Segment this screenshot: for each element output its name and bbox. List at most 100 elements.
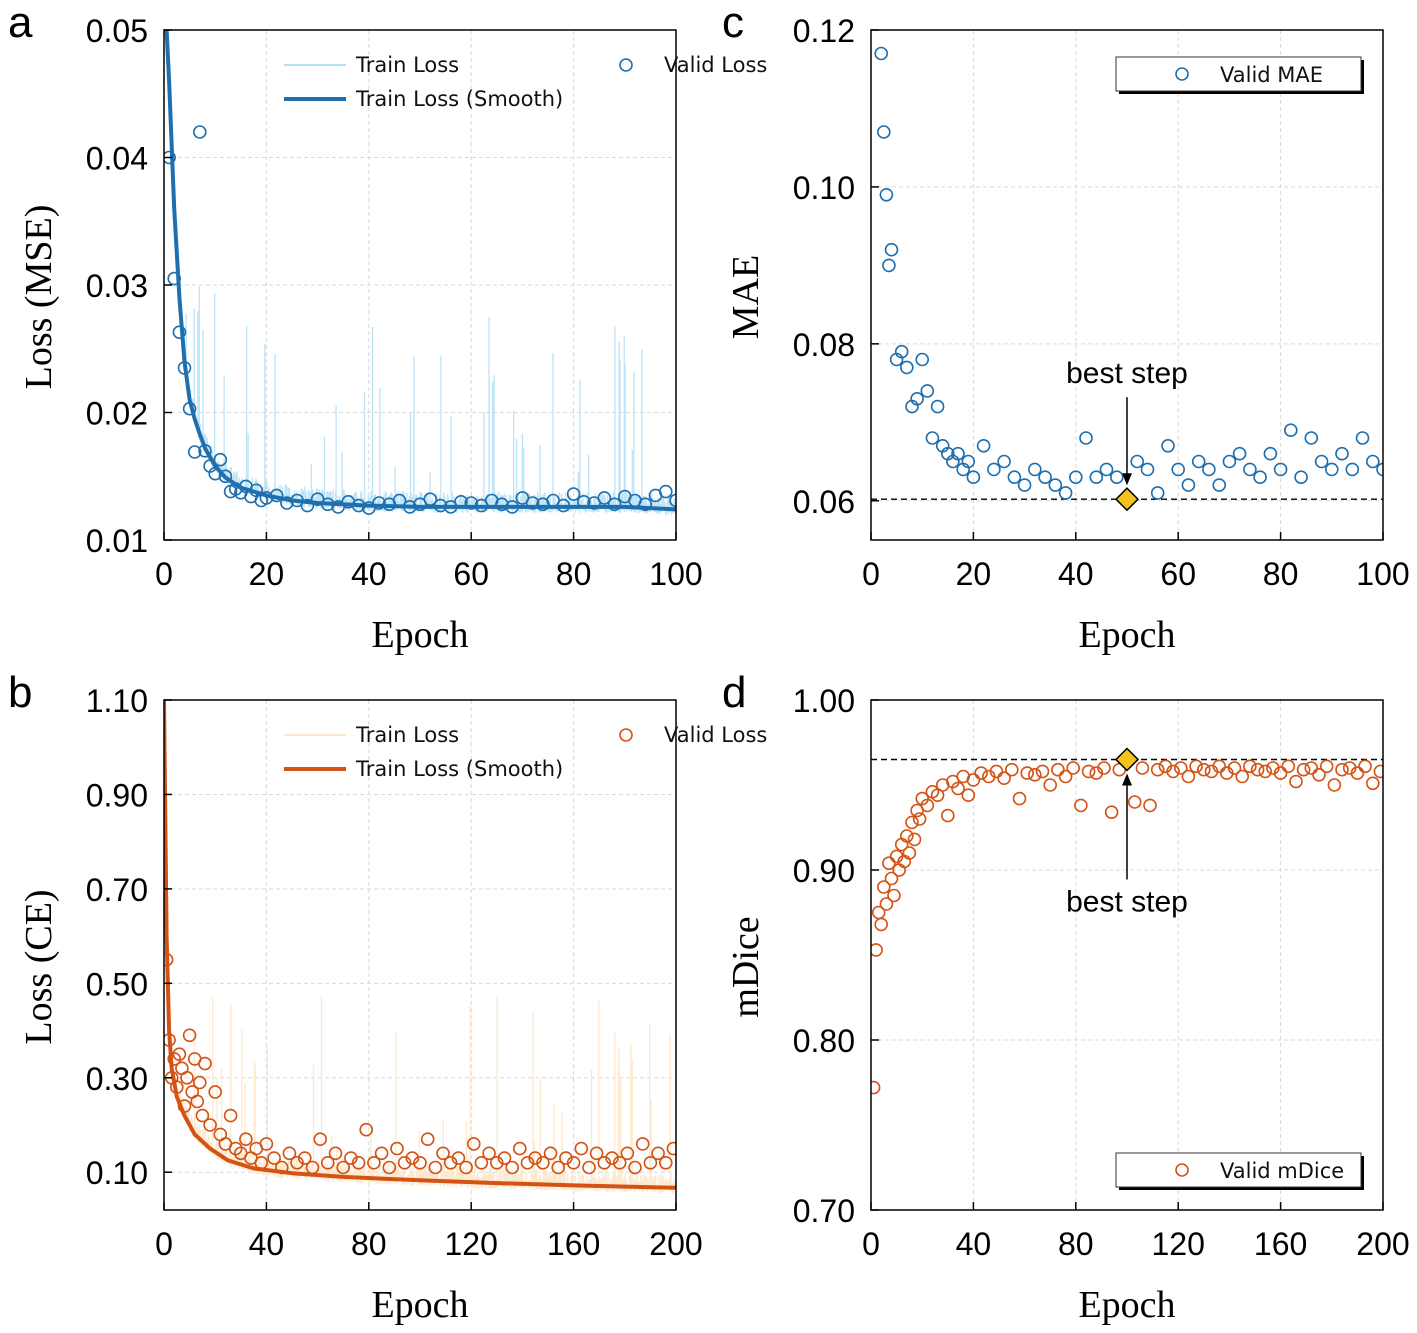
- data-point: [320, 1156, 335, 1170]
- data-point: [1212, 478, 1226, 492]
- data-point: [882, 856, 896, 871]
- x-tick-label: 0: [155, 1226, 173, 1262]
- data-point: [920, 798, 935, 813]
- legend-label-valid-loss: Valid Loss: [664, 53, 767, 77]
- data-point: [658, 1156, 673, 1170]
- data-point: [974, 766, 988, 780]
- data-point: [879, 897, 894, 911]
- data-point: [628, 1160, 642, 1175]
- data-point: [582, 1160, 596, 1175]
- series-valid-loss: [164, 125, 676, 515]
- plot-area: [871, 752, 1383, 1095]
- data-point: [1296, 762, 1311, 777]
- x-tick-label: 100: [649, 556, 702, 592]
- data-point: [915, 791, 930, 806]
- legend: Train Loss Valid Loss Train Loss (Smooth): [284, 53, 767, 111]
- data-point: [1258, 764, 1272, 779]
- data-point: [597, 1156, 612, 1170]
- plot-area: [164, 30, 676, 515]
- data-point: [651, 1146, 665, 1161]
- y-tick-label: 0.02: [86, 396, 148, 432]
- data-point: [879, 188, 894, 202]
- y-tick-label: 0.50: [86, 966, 148, 1002]
- data-point: [344, 1151, 358, 1165]
- data-point: [1197, 762, 1211, 777]
- x-tick-label: 40: [351, 556, 387, 592]
- data-point: [466, 1137, 481, 1151]
- data-point: [597, 491, 612, 505]
- data-point: [1243, 759, 1257, 774]
- y-tick-label: 0.70: [86, 872, 148, 908]
- data-point: [313, 1132, 328, 1146]
- data-point: [536, 1156, 550, 1170]
- data-point: [436, 1146, 450, 1161]
- data-point: [1304, 431, 1319, 445]
- data-point: [884, 242, 899, 257]
- data-point: [489, 1156, 504, 1170]
- data-point: [566, 1156, 581, 1170]
- x-tick-label: 200: [649, 1226, 702, 1262]
- data-point: [966, 773, 981, 787]
- best-step-arrowhead: [1122, 473, 1132, 486]
- legend-swatch: [1175, 1163, 1189, 1177]
- data-point: [1140, 462, 1155, 477]
- y-tick-label: 0.08: [793, 327, 855, 363]
- data-point: [1335, 446, 1349, 461]
- data-point: [297, 1151, 312, 1165]
- data-point: [1345, 462, 1360, 477]
- axis-ticks: 0 40 80 120 160 200 0.70 0.80 0.90 1.00: [793, 683, 1410, 1262]
- x-tick-label: 40: [249, 1226, 285, 1262]
- data-point: [1079, 431, 1093, 445]
- data-point: [1143, 798, 1157, 813]
- data-point: [997, 771, 1011, 786]
- data-point: [1235, 769, 1249, 784]
- data-point: [882, 258, 896, 273]
- data-point: [482, 1146, 496, 1161]
- data-point: [874, 917, 889, 932]
- data-point: [635, 1137, 650, 1151]
- data-point: [658, 484, 673, 499]
- data-point: [543, 1146, 558, 1161]
- data-point: [961, 454, 976, 469]
- data-point: [1048, 478, 1063, 492]
- series-valid-mae: [874, 46, 1383, 507]
- data-point: [193, 125, 207, 139]
- data-point: [1355, 431, 1370, 445]
- y-tick-label: 0.10: [793, 170, 855, 206]
- data-point: [495, 497, 509, 512]
- data-point: [1191, 454, 1206, 469]
- data-point: [874, 46, 889, 61]
- data-point: [940, 808, 955, 823]
- data-point: [559, 1151, 573, 1165]
- data-point: [930, 399, 945, 414]
- train-loss-smooth-line: [164, 30, 676, 512]
- data-point: [267, 1151, 281, 1165]
- x-tick-label: 0: [862, 556, 880, 592]
- data-point: [359, 1122, 374, 1137]
- best-step-arrowhead: [1122, 773, 1132, 786]
- legend-label-train-loss-smooth: Train Loss (Smooth): [355, 757, 563, 781]
- data-point: [1222, 454, 1237, 469]
- data-point: [912, 812, 927, 826]
- x-tick-label: 20: [249, 556, 285, 592]
- data-point: [1376, 462, 1383, 477]
- panel-c: best step 0 20 40 60 80 100 0.06 0.08 0.10 0.12 Epo…: [722, 0, 1410, 656]
- data-point: [525, 496, 540, 510]
- data-point: [1273, 766, 1288, 780]
- legend-label-train-loss-smooth: Train Loss (Smooth): [355, 87, 563, 111]
- data-point: [413, 1156, 427, 1170]
- data-point: [1097, 761, 1111, 775]
- data-point: [894, 344, 909, 359]
- x-tick-label: 60: [453, 556, 489, 592]
- legend-label-train-loss: Train Loss: [355, 723, 459, 747]
- data-point: [605, 1151, 619, 1165]
- data-point: [1366, 776, 1380, 791]
- x-tick-label: 160: [547, 1226, 600, 1262]
- data-point: [259, 1137, 274, 1151]
- data-point: [1007, 470, 1022, 485]
- data-point: [520, 1156, 535, 1170]
- data-point: [1081, 764, 1096, 779]
- y-tick-label: 0.01: [86, 523, 148, 559]
- data-point: [612, 1156, 627, 1170]
